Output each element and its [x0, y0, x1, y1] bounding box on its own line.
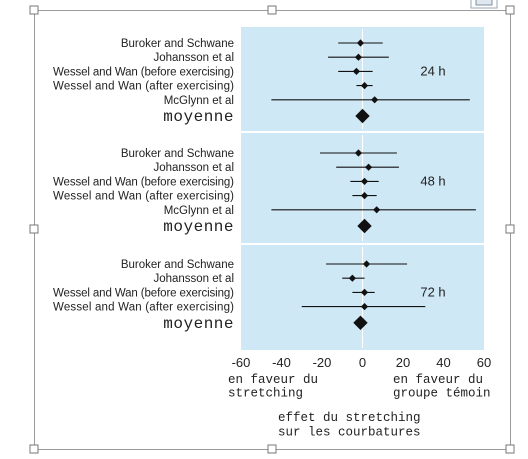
point-estimate-marker — [362, 260, 371, 268]
panel-1: Buroker and Schwane Johansson et al Wessel… — [53, 27, 484, 131]
study-label: McGlynn et al — [164, 95, 234, 107]
panel-time-label: 72 h — [420, 284, 445, 299]
study-label: Wessel and Wan (after exercising) — [53, 302, 234, 314]
panel-time-label: 48 h — [420, 173, 445, 188]
point-estimate-marker — [352, 67, 361, 75]
summary-diamond — [357, 218, 372, 234]
study-label: Buroker and Schwane — [121, 38, 234, 50]
x-tick-label: 40 — [436, 355, 450, 370]
study-label: Wessel and Wan (before exercising) — [53, 176, 234, 188]
caption-favour-stretching: en faveur du — [228, 373, 318, 387]
summary-label: moyenne — [163, 108, 234, 126]
plot-panels: Buroker and Schwane Johansson et al Wessel… — [53, 27, 484, 350]
point-estimate-marker — [354, 149, 363, 157]
x-tick-label: 60 — [477, 355, 491, 370]
caption-favour-control: groupe témoin — [393, 387, 491, 401]
corner-handle-icon[interactable] — [29, 224, 39, 234]
corner-handle-icon[interactable] — [29, 5, 39, 15]
corner-handle-icon[interactable] — [505, 444, 515, 454]
x-tick-label: 20 — [396, 355, 410, 370]
x-axis-title: sur les courbatures — [278, 426, 421, 440]
panel-2: Buroker and Schwane Johansson et al Wessel… — [53, 133, 484, 243]
x-axis: -60 -40 -20 0 20 40 60 — [232, 355, 492, 370]
study-label: Wessel and Wan (after exercising) — [53, 81, 234, 93]
x-tick-label: 0 — [359, 355, 366, 370]
edit-badge-icon[interactable] — [470, 0, 498, 9]
point-estimate-marker — [360, 288, 369, 296]
point-estimate-marker — [354, 53, 363, 61]
corner-handle-icon[interactable] — [29, 444, 39, 454]
summary-label: moyenne — [163, 218, 234, 236]
study-label: McGlynn et al — [164, 205, 234, 217]
corner-handle-icon[interactable] — [505, 5, 515, 15]
panel-time-label: 24 h — [420, 63, 445, 78]
point-estimate-marker — [360, 177, 369, 185]
x-axis-title: effet du stretching — [278, 411, 421, 425]
corner-handle-icon[interactable] — [505, 224, 515, 234]
summary-diamond — [355, 108, 370, 124]
panel-3: Buroker and Schwane Johansson et al Wessel… — [53, 245, 484, 350]
point-estimate-marker — [360, 82, 369, 90]
point-estimate-marker — [371, 96, 379, 104]
study-label: Wessel and Wan (before exercising) — [53, 66, 234, 78]
corner-handle-icon[interactable] — [267, 5, 277, 15]
point-estimate-marker — [373, 206, 381, 214]
point-estimate-marker — [348, 274, 356, 282]
x-tick-label: -40 — [272, 355, 291, 370]
study-label: Johansson et al — [153, 273, 234, 285]
summary-label: moyenne — [163, 315, 234, 333]
x-tick-label: -60 — [232, 355, 251, 370]
summary-diamond — [353, 315, 368, 330]
caption-favour-stretching: stretching — [228, 387, 303, 401]
caption-favour-control: en faveur du — [393, 373, 483, 387]
x-tick-label: -20 — [313, 355, 332, 370]
study-label: Buroker and Schwane — [121, 148, 234, 160]
corner-handle-icon[interactable] — [267, 444, 277, 454]
study-label: Wessel and Wan (before exercising) — [53, 287, 234, 299]
study-label: Buroker and Schwane — [121, 259, 234, 271]
study-label: Johansson et al — [153, 162, 234, 174]
point-estimate-marker — [360, 303, 369, 311]
point-estimate-marker — [356, 39, 365, 47]
point-estimate-marker — [360, 192, 369, 200]
study-label: Johansson et al — [153, 52, 234, 64]
study-label: Wessel and Wan (after exercising) — [53, 191, 234, 203]
point-estimate-marker — [364, 163, 373, 171]
